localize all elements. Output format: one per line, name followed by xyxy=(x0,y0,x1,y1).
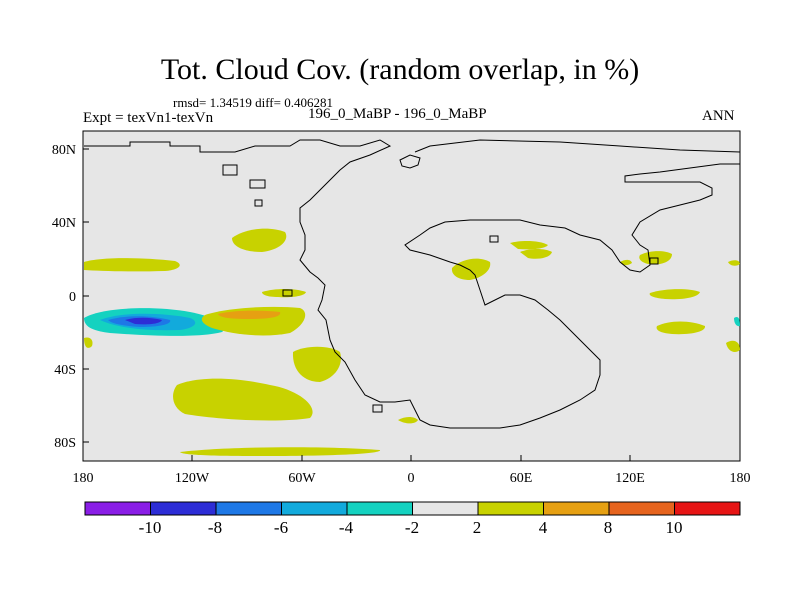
colorbar-label: -8 xyxy=(208,518,222,537)
colorbar-swatch xyxy=(543,501,610,516)
patch-npac xyxy=(84,258,180,272)
coastline-greenland xyxy=(399,154,421,169)
colorbar-label: -6 xyxy=(274,518,288,537)
stats-text: rmsd= 1.34519 diff= 0.406281 xyxy=(173,95,333,110)
colorbar-swatch xyxy=(84,501,151,516)
lat-tick-label: 0 xyxy=(69,290,76,305)
patch-east-edge xyxy=(728,260,740,266)
colorbar-swatch xyxy=(477,501,544,516)
colorbar-label: 2 xyxy=(473,518,482,537)
patch-south-pac2 xyxy=(173,378,313,421)
lon-tick-label: 60W xyxy=(288,471,316,486)
patch-pacific-neg4 xyxy=(125,317,162,325)
patch-east-edge-neg xyxy=(734,316,740,327)
patch-indian-ocean xyxy=(649,289,700,300)
patch-spcz-orange xyxy=(218,310,281,319)
experiment-label: Expt = texVn1-texVn xyxy=(83,110,214,126)
patch-npac-east xyxy=(232,228,287,252)
patch-south-pac1 xyxy=(292,346,341,382)
coastline-island7 xyxy=(649,257,659,265)
patch-south-atl xyxy=(398,417,418,424)
colorbar-label: -2 xyxy=(405,518,419,537)
coastline-island5 xyxy=(372,404,383,413)
patch-south-low xyxy=(180,447,381,456)
lat-tick-label: 40S xyxy=(54,363,76,378)
coastline-island3 xyxy=(254,199,263,207)
lon-tick-label: 120W xyxy=(175,471,210,486)
lon-tick-label: 60E xyxy=(510,471,533,486)
lat-tick-label: 80N xyxy=(52,143,76,158)
coastline-island4 xyxy=(282,289,293,297)
season-label: ANN xyxy=(702,108,735,124)
patch-indian-ocean2 xyxy=(656,321,706,335)
colorbar-swatch xyxy=(281,501,348,516)
colorbar-label: -10 xyxy=(139,518,162,537)
lon-tick-label: 180 xyxy=(730,471,751,486)
colorbar-swatch xyxy=(608,501,675,516)
colorbar-swatch xyxy=(674,501,741,516)
colorbar-swatch xyxy=(412,501,479,516)
lon-tick-label: 120E xyxy=(615,471,645,486)
colorbar-labels: -10 -8 -6 -4 -2 2 4 8 10 xyxy=(139,518,683,537)
plot-title: Tot. Cloud Cov. (random overlap, in %) xyxy=(160,53,640,86)
colorbar-swatch xyxy=(150,501,217,516)
lat-tick-label: 40N xyxy=(52,216,76,231)
coastline-island6 xyxy=(489,235,499,243)
coastlines xyxy=(84,139,741,429)
patch-arabia xyxy=(510,240,548,250)
coastline-island1 xyxy=(222,164,238,176)
colorbar xyxy=(84,501,741,516)
axis-ticks xyxy=(82,148,741,461)
patch-south-pac3 xyxy=(84,337,93,348)
anomaly-patches xyxy=(84,228,740,456)
patch-east-edge2 xyxy=(726,340,740,352)
patch-enso-east xyxy=(262,289,306,298)
coastline-island2 xyxy=(249,179,266,189)
colorbar-swatch xyxy=(346,501,413,516)
lon-tick-label: 0 xyxy=(408,471,415,486)
colorbar-label: 10 xyxy=(666,518,683,537)
colorbar-label: 8 xyxy=(604,518,613,537)
patch-africa xyxy=(451,258,491,280)
colorbar-label: -4 xyxy=(339,518,354,537)
patch-india xyxy=(520,249,552,259)
colorbar-swatch xyxy=(215,501,282,516)
case-label: 196_0_MaBP - 196_0_MaBP xyxy=(308,106,487,122)
lon-tick-label: 180 xyxy=(73,471,94,486)
coastline-north-america xyxy=(84,139,740,429)
lat-tick-label: 80S xyxy=(54,436,76,451)
colorbar-label: 4 xyxy=(539,518,548,537)
coastline-arctic xyxy=(414,139,741,153)
